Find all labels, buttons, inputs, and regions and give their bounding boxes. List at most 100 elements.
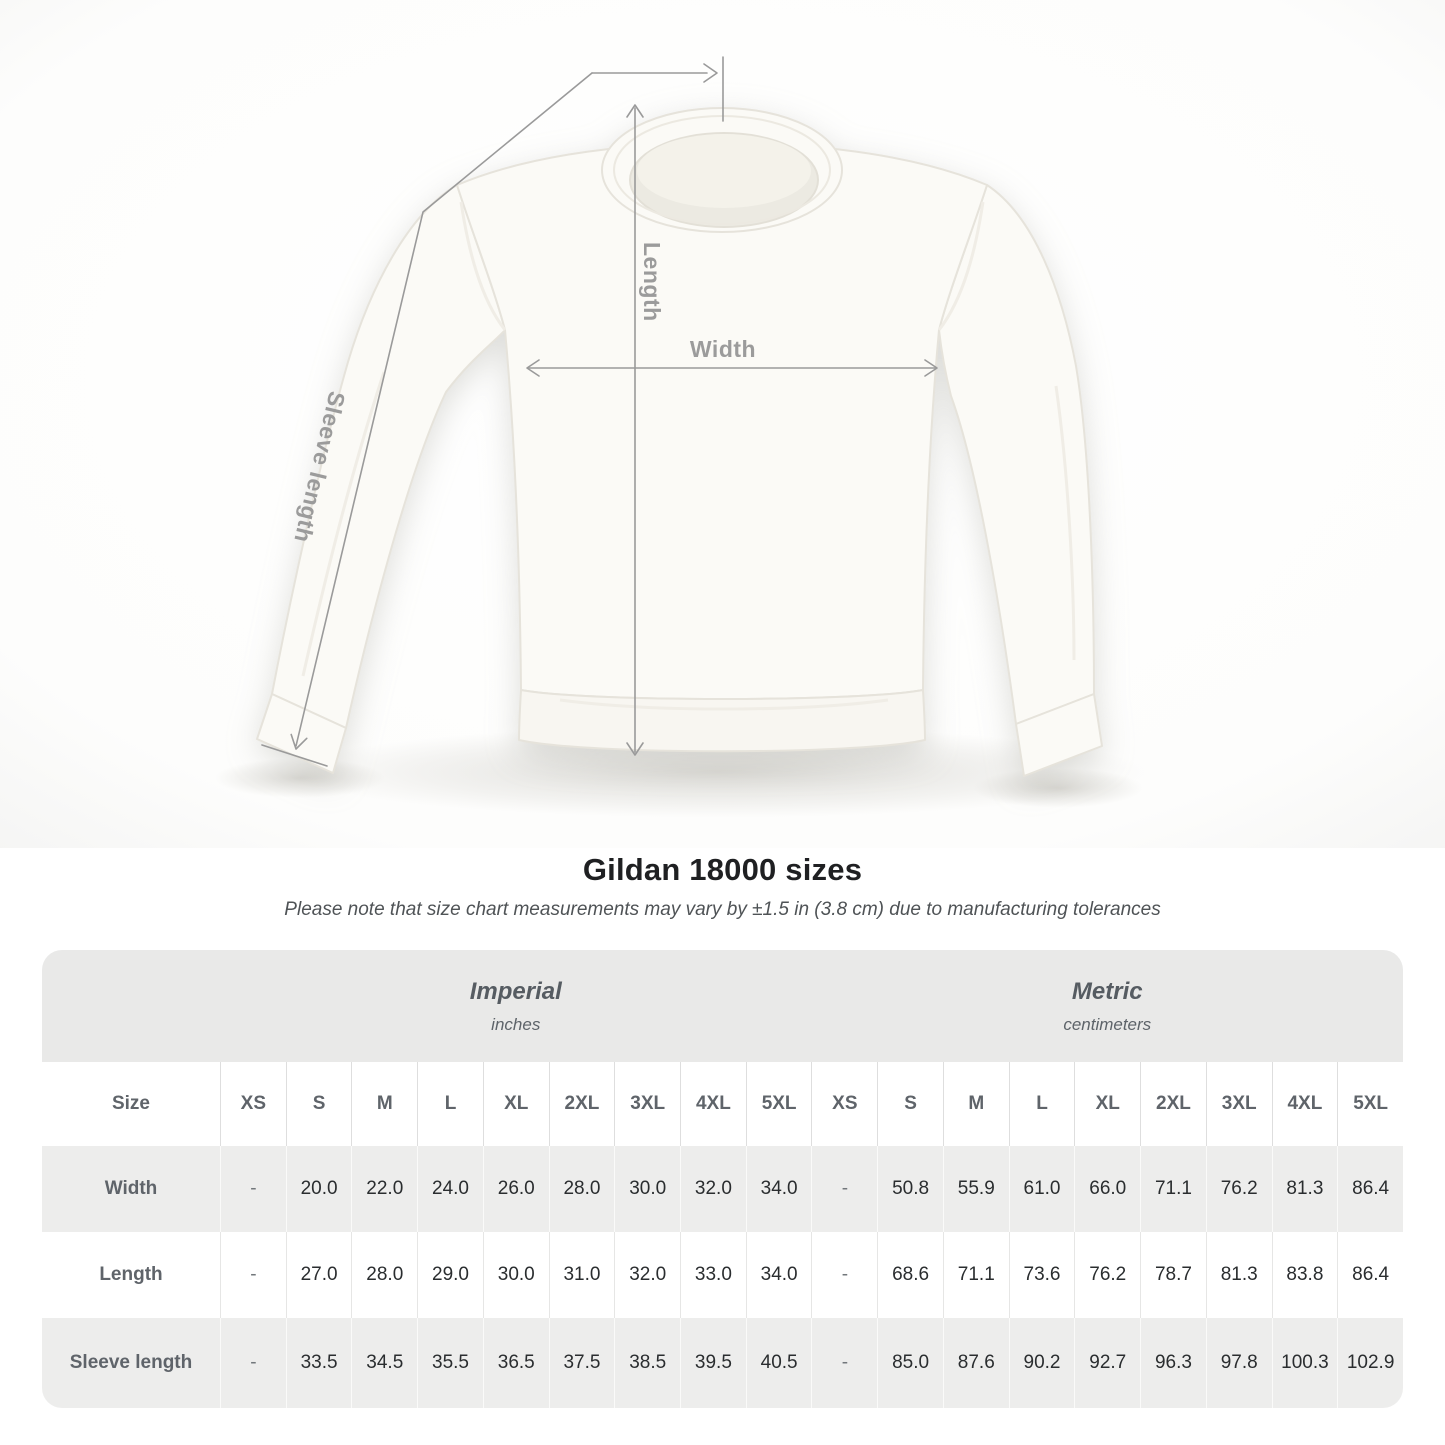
cell: 24.0: [417, 1146, 483, 1232]
cell: 76.2: [1205, 1146, 1272, 1232]
cell: 33.0: [680, 1232, 746, 1318]
cell: 35.5: [417, 1318, 483, 1408]
size-col-header: XL: [1074, 1062, 1140, 1146]
table-row-width: Width - 20.0 22.0 24.0 26.0 28.0 30.0 32…: [42, 1146, 1403, 1232]
size-col-header: 3XL: [1205, 1062, 1272, 1146]
size-header-label: Size: [111, 1093, 151, 1114]
cell: 86.4: [1337, 1146, 1403, 1232]
cell: 81.3: [1205, 1232, 1272, 1318]
cell: 26.0: [482, 1146, 549, 1232]
sweatshirt-diagram-svg: Length Width Sleeve length: [0, 0, 1445, 848]
right-cuff: [1015, 693, 1103, 777]
table-row-sleeve-length: Sleeve length - 33.5 34.5 35.5 36.5 37.5…: [42, 1318, 1403, 1408]
metric-title: Metric: [1071, 977, 1143, 1005]
collar-seam: [613, 115, 831, 225]
cell: 34.0: [745, 1146, 812, 1232]
unit-group-header-row: Imperial inches Metric centimeters: [42, 950, 1403, 1062]
cell: 86.4: [1337, 1232, 1403, 1318]
fabric-folds: [301, 201, 1076, 711]
cell: 96.3: [1140, 1318, 1206, 1408]
left-cuff: [256, 693, 347, 774]
cell: 33.5: [285, 1318, 352, 1408]
cell: 90.2: [1008, 1318, 1075, 1408]
cell: 50.8: [877, 1146, 943, 1232]
cell: 71.1: [1140, 1146, 1206, 1232]
cell: 87.6: [942, 1318, 1009, 1408]
cell: 20.0: [285, 1146, 352, 1232]
length-label: Length: [639, 242, 665, 322]
row-label: Width: [104, 1178, 158, 1199]
size-col-header: S: [285, 1062, 352, 1146]
cell: -: [811, 1232, 877, 1318]
size-col-header: XS: [811, 1062, 877, 1146]
size-col-header: 5XL: [1337, 1062, 1403, 1146]
cell: 31.0: [548, 1232, 615, 1318]
cell: 40.5: [745, 1318, 812, 1408]
size-col-header: XL: [482, 1062, 549, 1146]
cell: 92.7: [1074, 1318, 1140, 1408]
cell: 66.0: [1074, 1146, 1140, 1232]
imperial-header: Imperial inches: [220, 950, 812, 1062]
cell: 55.9: [942, 1146, 1009, 1232]
table-row-length: Length - 27.0 28.0 29.0 30.0 31.0 32.0 3…: [42, 1232, 1403, 1318]
cell: 22.0: [351, 1146, 417, 1232]
garment-shadow: [288, 726, 1148, 818]
cell: 30.0: [614, 1146, 680, 1232]
sleeve-length-arrow: [261, 56, 724, 767]
cell: 73.6: [1008, 1232, 1075, 1318]
cell: 61.0: [1008, 1146, 1075, 1232]
cell: 97.8: [1205, 1318, 1272, 1408]
cell: 36.5: [482, 1318, 549, 1408]
cell: 29.0: [417, 1232, 483, 1318]
cell: 76.2: [1074, 1232, 1140, 1318]
tolerance-note: Please note that size chart measurements…: [284, 899, 1161, 920]
size-col-header: 4XL: [680, 1062, 746, 1146]
size-col-header: S: [877, 1062, 943, 1146]
cell: 71.1: [942, 1232, 1009, 1318]
group-header-spacer: [42, 950, 220, 1062]
size-col-header: XS: [220, 1062, 286, 1146]
row-label: Sleeve length: [69, 1352, 193, 1373]
cell: 27.0: [285, 1232, 352, 1318]
size-col-header: 2XL: [1140, 1062, 1206, 1146]
size-col-header: 3XL: [614, 1062, 680, 1146]
size-col-header: 2XL: [548, 1062, 615, 1146]
cell: 28.0: [548, 1146, 615, 1232]
sweatshirt-measurement-diagram: Length Width Sleeve length: [0, 0, 1445, 848]
size-table: Imperial inches Metric centimeters Size …: [42, 950, 1403, 1408]
imperial-title: Imperial: [469, 977, 562, 1005]
cell: 34.0: [745, 1232, 812, 1318]
cell: 34.5: [351, 1318, 417, 1408]
size-col-header: L: [1008, 1062, 1075, 1146]
cell: 32.0: [614, 1232, 680, 1318]
cell: -: [811, 1146, 877, 1232]
cell: 32.0: [680, 1146, 746, 1232]
cell: -: [811, 1318, 877, 1408]
size-col-header: M: [351, 1062, 417, 1146]
cell: 81.3: [1271, 1146, 1338, 1232]
width-label: Width: [690, 336, 756, 362]
cell: 83.8: [1271, 1232, 1338, 1318]
size-col-header: 4XL: [1271, 1062, 1338, 1146]
cell: 85.0: [877, 1318, 943, 1408]
length-arrow: [626, 104, 644, 756]
cell: 102.9: [1337, 1318, 1403, 1408]
imperial-unit: inches: [491, 1014, 541, 1034]
waistband: [518, 689, 926, 753]
left-cuff-shadow: [215, 758, 385, 798]
cell: 68.6: [877, 1232, 943, 1318]
cell: 39.5: [680, 1318, 746, 1408]
cell: 37.5: [548, 1318, 615, 1408]
size-chart-title: Gildan 18000 sizes: [582, 852, 863, 887]
cell: 38.5: [614, 1318, 680, 1408]
cell: -: [220, 1318, 286, 1408]
cell: -: [220, 1146, 286, 1232]
cell: 78.7: [1140, 1232, 1206, 1318]
metric-unit: centimeters: [1063, 1014, 1152, 1034]
row-label: Length: [99, 1264, 163, 1285]
size-header-row: Size XS S M L XL 2XL 3XL 4XL 5XL XS S M …: [42, 1062, 1403, 1146]
cell: 28.0: [351, 1232, 417, 1318]
right-cuff-shadow: [973, 768, 1143, 808]
cell: 30.0: [482, 1232, 549, 1318]
